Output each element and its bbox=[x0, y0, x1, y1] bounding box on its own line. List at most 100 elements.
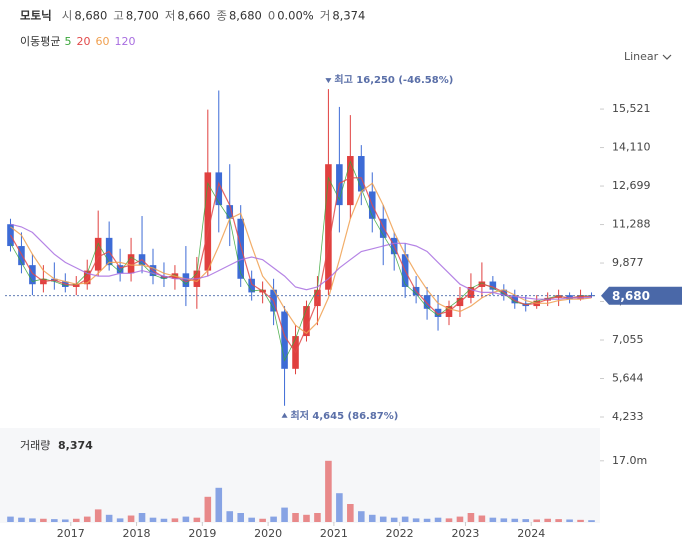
volume-bar bbox=[105, 514, 113, 522]
y-tick-label: 5,644 bbox=[612, 372, 644, 385]
header-label: 거 bbox=[320, 9, 331, 23]
candle-body bbox=[215, 172, 223, 206]
volume-bar bbox=[390, 517, 398, 522]
header-label: 고 bbox=[113, 9, 124, 23]
candle-body bbox=[423, 295, 431, 309]
volume-bar bbox=[7, 516, 14, 522]
candle-body bbox=[358, 156, 365, 192]
ma-line bbox=[10, 160, 592, 362]
volume-bar bbox=[248, 517, 255, 522]
volume-bar bbox=[226, 511, 234, 522]
volume-bar bbox=[204, 496, 212, 522]
candle-body bbox=[204, 172, 212, 271]
volume-bar bbox=[401, 516, 409, 522]
volume-bar bbox=[149, 517, 157, 522]
low-annotation: 최저 4,645 (86.87%) bbox=[291, 409, 399, 422]
volume-label: 거래량 bbox=[20, 439, 50, 452]
volume-bar bbox=[478, 515, 486, 522]
low-marker bbox=[281, 412, 288, 418]
volume-bar bbox=[325, 460, 332, 522]
volume-bar bbox=[336, 493, 343, 522]
candle-body bbox=[489, 281, 497, 290]
volume-bar bbox=[292, 513, 299, 522]
legend-entry: 60 bbox=[95, 35, 109, 48]
header-value: 8,660 bbox=[177, 9, 210, 23]
last-price-tag bbox=[601, 286, 682, 305]
volume-bar bbox=[29, 518, 36, 522]
volume-bar bbox=[577, 519, 584, 522]
volume-bar bbox=[358, 511, 365, 522]
header-value: 8,374 bbox=[332, 9, 365, 23]
candle-body bbox=[83, 270, 91, 285]
header-label: 저 bbox=[165, 9, 176, 23]
high-marker bbox=[325, 78, 332, 84]
volume-bar bbox=[522, 519, 530, 522]
candle-body bbox=[347, 156, 354, 206]
volume-last: 8,374 bbox=[58, 439, 93, 452]
volume-bar bbox=[368, 514, 376, 522]
volume-bar bbox=[489, 517, 497, 522]
x-tick-label: 2020 bbox=[254, 527, 282, 540]
chevron[interactable] bbox=[662, 54, 672, 60]
candle-body bbox=[94, 237, 102, 271]
volume-bar bbox=[94, 509, 102, 522]
legend-entry: 20 bbox=[76, 35, 90, 48]
x-tick-label: 2017 bbox=[57, 527, 85, 540]
legend-entry: 5 bbox=[64, 35, 71, 48]
volume-bar bbox=[467, 513, 475, 522]
volume-bar bbox=[555, 519, 562, 522]
header-label: 0 bbox=[268, 9, 275, 23]
scale-mode[interactable]: Linear bbox=[624, 50, 659, 63]
volume-bar bbox=[347, 504, 354, 522]
volume-bar bbox=[533, 519, 540, 522]
volume-bar bbox=[160, 518, 168, 522]
volume-bar bbox=[379, 516, 387, 522]
volume-bar bbox=[127, 515, 135, 522]
y-tick-label: 12,699 bbox=[612, 179, 651, 192]
candle-body bbox=[182, 273, 190, 287]
volume-bar bbox=[182, 516, 190, 522]
y-tick-label: 7,055 bbox=[612, 333, 644, 346]
volume-bar bbox=[40, 518, 47, 522]
candle-body bbox=[588, 295, 595, 297]
header-value: 8,680 bbox=[229, 9, 262, 23]
volume-bar bbox=[270, 516, 277, 522]
x-tick-label: 2024 bbox=[517, 527, 545, 540]
legend-entry: 120 bbox=[114, 35, 135, 48]
ma-line bbox=[10, 223, 592, 300]
volume-bar bbox=[434, 517, 442, 522]
candle-body bbox=[577, 295, 584, 300]
y-tick-label: 15,521 bbox=[612, 102, 651, 115]
x-tick-label: 2023 bbox=[451, 527, 479, 540]
volume-bar bbox=[544, 518, 551, 522]
candle-body bbox=[281, 311, 288, 369]
volume-panel bbox=[0, 428, 600, 523]
volume-bar bbox=[500, 518, 508, 522]
candle-body bbox=[434, 308, 442, 317]
header-value: 8,680 bbox=[74, 9, 107, 23]
candle-body bbox=[511, 295, 519, 304]
volume-bar bbox=[566, 519, 573, 522]
header: 모토닉 시 8,680 고 8,700 저 8,660 종 8,680 0 0.00% 거 8,374 bbox=[20, 9, 365, 23]
high-annotation: 최고 16,250 (-46.58%) bbox=[334, 73, 453, 86]
volume-bar bbox=[83, 516, 91, 522]
header-value: 8,700 bbox=[126, 9, 159, 23]
volume-bar bbox=[281, 507, 288, 522]
ma-line bbox=[10, 182, 592, 335]
candle-body bbox=[237, 218, 244, 279]
volume-bar bbox=[51, 519, 58, 522]
ma-label: 이동평균 bbox=[20, 35, 60, 48]
y-tick-label: 11,288 bbox=[612, 218, 651, 231]
volume-bar bbox=[116, 518, 124, 522]
volume-bar bbox=[412, 518, 420, 522]
x-tick-label: 2018 bbox=[123, 527, 151, 540]
volume-bar bbox=[237, 513, 244, 522]
header-label: 시 bbox=[62, 9, 73, 23]
volume-bar bbox=[72, 518, 80, 522]
volume-bar bbox=[215, 487, 223, 522]
volume-bar bbox=[62, 519, 69, 522]
ma-line bbox=[9, 177, 592, 354]
v-tick-label: 17.0m bbox=[612, 454, 647, 467]
x-tick-label: 2022 bbox=[386, 527, 414, 540]
volume-bar bbox=[314, 513, 321, 522]
